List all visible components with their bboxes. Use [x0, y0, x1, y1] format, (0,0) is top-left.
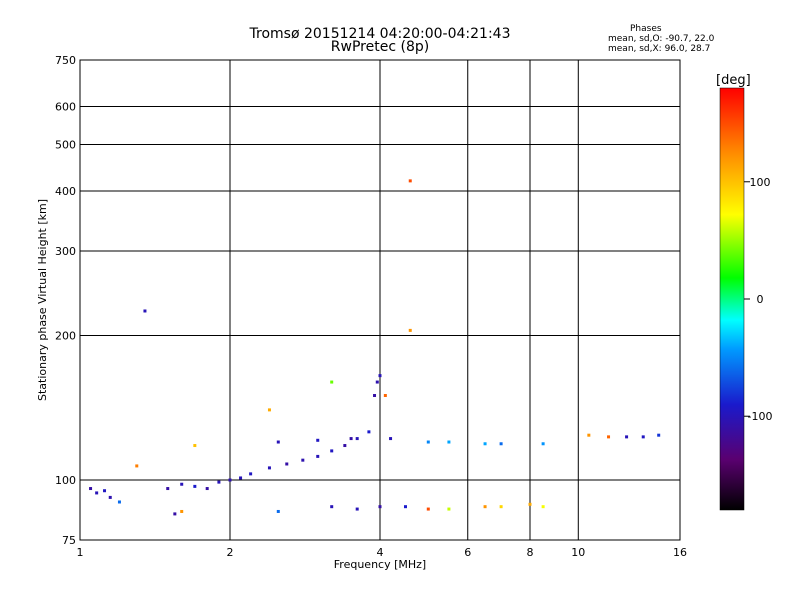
data-point	[285, 462, 289, 466]
data-point	[205, 487, 209, 491]
x-axis-label: Frequency [MHz]	[334, 558, 426, 571]
x-tick-label: 2	[227, 546, 234, 559]
y-tick-labels: 75 100 200 300 400 500 600 750	[55, 54, 76, 547]
stats-heading: Phases	[630, 24, 662, 34]
data-point	[143, 309, 147, 313]
data-point	[499, 505, 503, 509]
data-point	[625, 435, 629, 439]
data-point	[541, 442, 545, 446]
data-point	[383, 394, 387, 398]
y-tick-label: 200	[55, 330, 76, 343]
data-point	[375, 380, 379, 384]
data-point	[276, 440, 280, 444]
data-point	[180, 509, 184, 513]
data-point	[267, 408, 271, 412]
data-point	[193, 444, 197, 448]
data-point	[483, 505, 487, 509]
colorbar-label: [deg]	[716, 73, 751, 88]
data-point	[657, 433, 661, 437]
y-tick-label: 75	[62, 534, 76, 547]
data-point	[483, 442, 487, 446]
data-point	[330, 505, 334, 509]
y-tick-label: 600	[55, 101, 76, 114]
data-point	[301, 458, 305, 462]
y-tick-label: 400	[55, 185, 76, 198]
data-point	[267, 466, 271, 470]
data-points	[89, 179, 661, 516]
stats-o-mode: mean, sd,O: -90.7, 22.0	[608, 34, 715, 44]
data-point	[528, 502, 532, 506]
data-point	[641, 435, 645, 439]
data-point	[330, 449, 334, 453]
y-axis-label: Stationary phase Virtual Height [km]	[36, 199, 49, 401]
data-point	[499, 442, 503, 446]
data-point	[373, 394, 377, 398]
chart-title: Tromsø 20151214 04:20:00-04:21:43	[249, 26, 511, 42]
data-point	[403, 505, 407, 509]
data-point	[316, 454, 320, 458]
data-point	[607, 435, 611, 439]
data-point	[426, 507, 430, 511]
data-point	[95, 491, 99, 495]
data-point	[447, 440, 451, 444]
colorbar-tick-label: -100	[748, 410, 773, 423]
data-point	[408, 328, 412, 332]
y-tick-label: 100	[55, 474, 76, 487]
data-point	[89, 487, 93, 491]
data-point	[117, 500, 121, 504]
y-tick-label: 750	[55, 54, 76, 67]
data-point	[249, 472, 253, 476]
x-tick-label: 10	[571, 546, 585, 559]
y-tick-label: 500	[55, 139, 76, 152]
x-tick-labels: 1 2 4 6 8 10 16	[77, 546, 688, 559]
colorbar-ticks: 100 0 -100	[744, 176, 772, 423]
x-tick-label: 4	[377, 546, 384, 559]
chart-subtitle: RwPretec (8p)	[330, 39, 430, 55]
data-point	[135, 464, 139, 468]
data-point	[367, 430, 371, 434]
y-tick-label: 300	[55, 245, 76, 258]
data-point	[103, 489, 107, 493]
x-tick-label: 16	[673, 546, 687, 559]
plot-frame	[79, 59, 681, 541]
data-point	[316, 438, 320, 442]
data-point	[587, 433, 591, 437]
data-point	[541, 505, 545, 509]
data-point	[343, 444, 347, 448]
data-point	[108, 495, 112, 499]
data-point	[378, 374, 382, 378]
data-point	[180, 482, 184, 486]
x-tick-label: 8	[527, 546, 534, 559]
x-tick-label: 6	[464, 546, 471, 559]
data-point	[378, 505, 382, 509]
data-point	[349, 437, 353, 441]
colorbar-tick-label: 0	[757, 293, 764, 306]
colorbar	[719, 87, 745, 511]
colorbar-tick-label: 100	[750, 176, 771, 189]
data-point	[217, 480, 221, 484]
data-point	[408, 179, 412, 183]
data-point	[355, 437, 359, 441]
data-point	[193, 484, 197, 488]
stats-x-mode: mean, sd,X: 96.0, 28.7	[608, 44, 711, 54]
data-point	[426, 440, 430, 444]
data-point	[389, 437, 393, 441]
data-point	[330, 380, 334, 384]
data-point	[239, 476, 243, 480]
data-point	[228, 478, 232, 482]
data-point	[447, 507, 451, 511]
data-point	[166, 487, 170, 491]
data-point	[173, 512, 177, 516]
data-point	[276, 509, 280, 513]
x-tick-label: 1	[77, 546, 84, 559]
data-point	[355, 507, 359, 511]
